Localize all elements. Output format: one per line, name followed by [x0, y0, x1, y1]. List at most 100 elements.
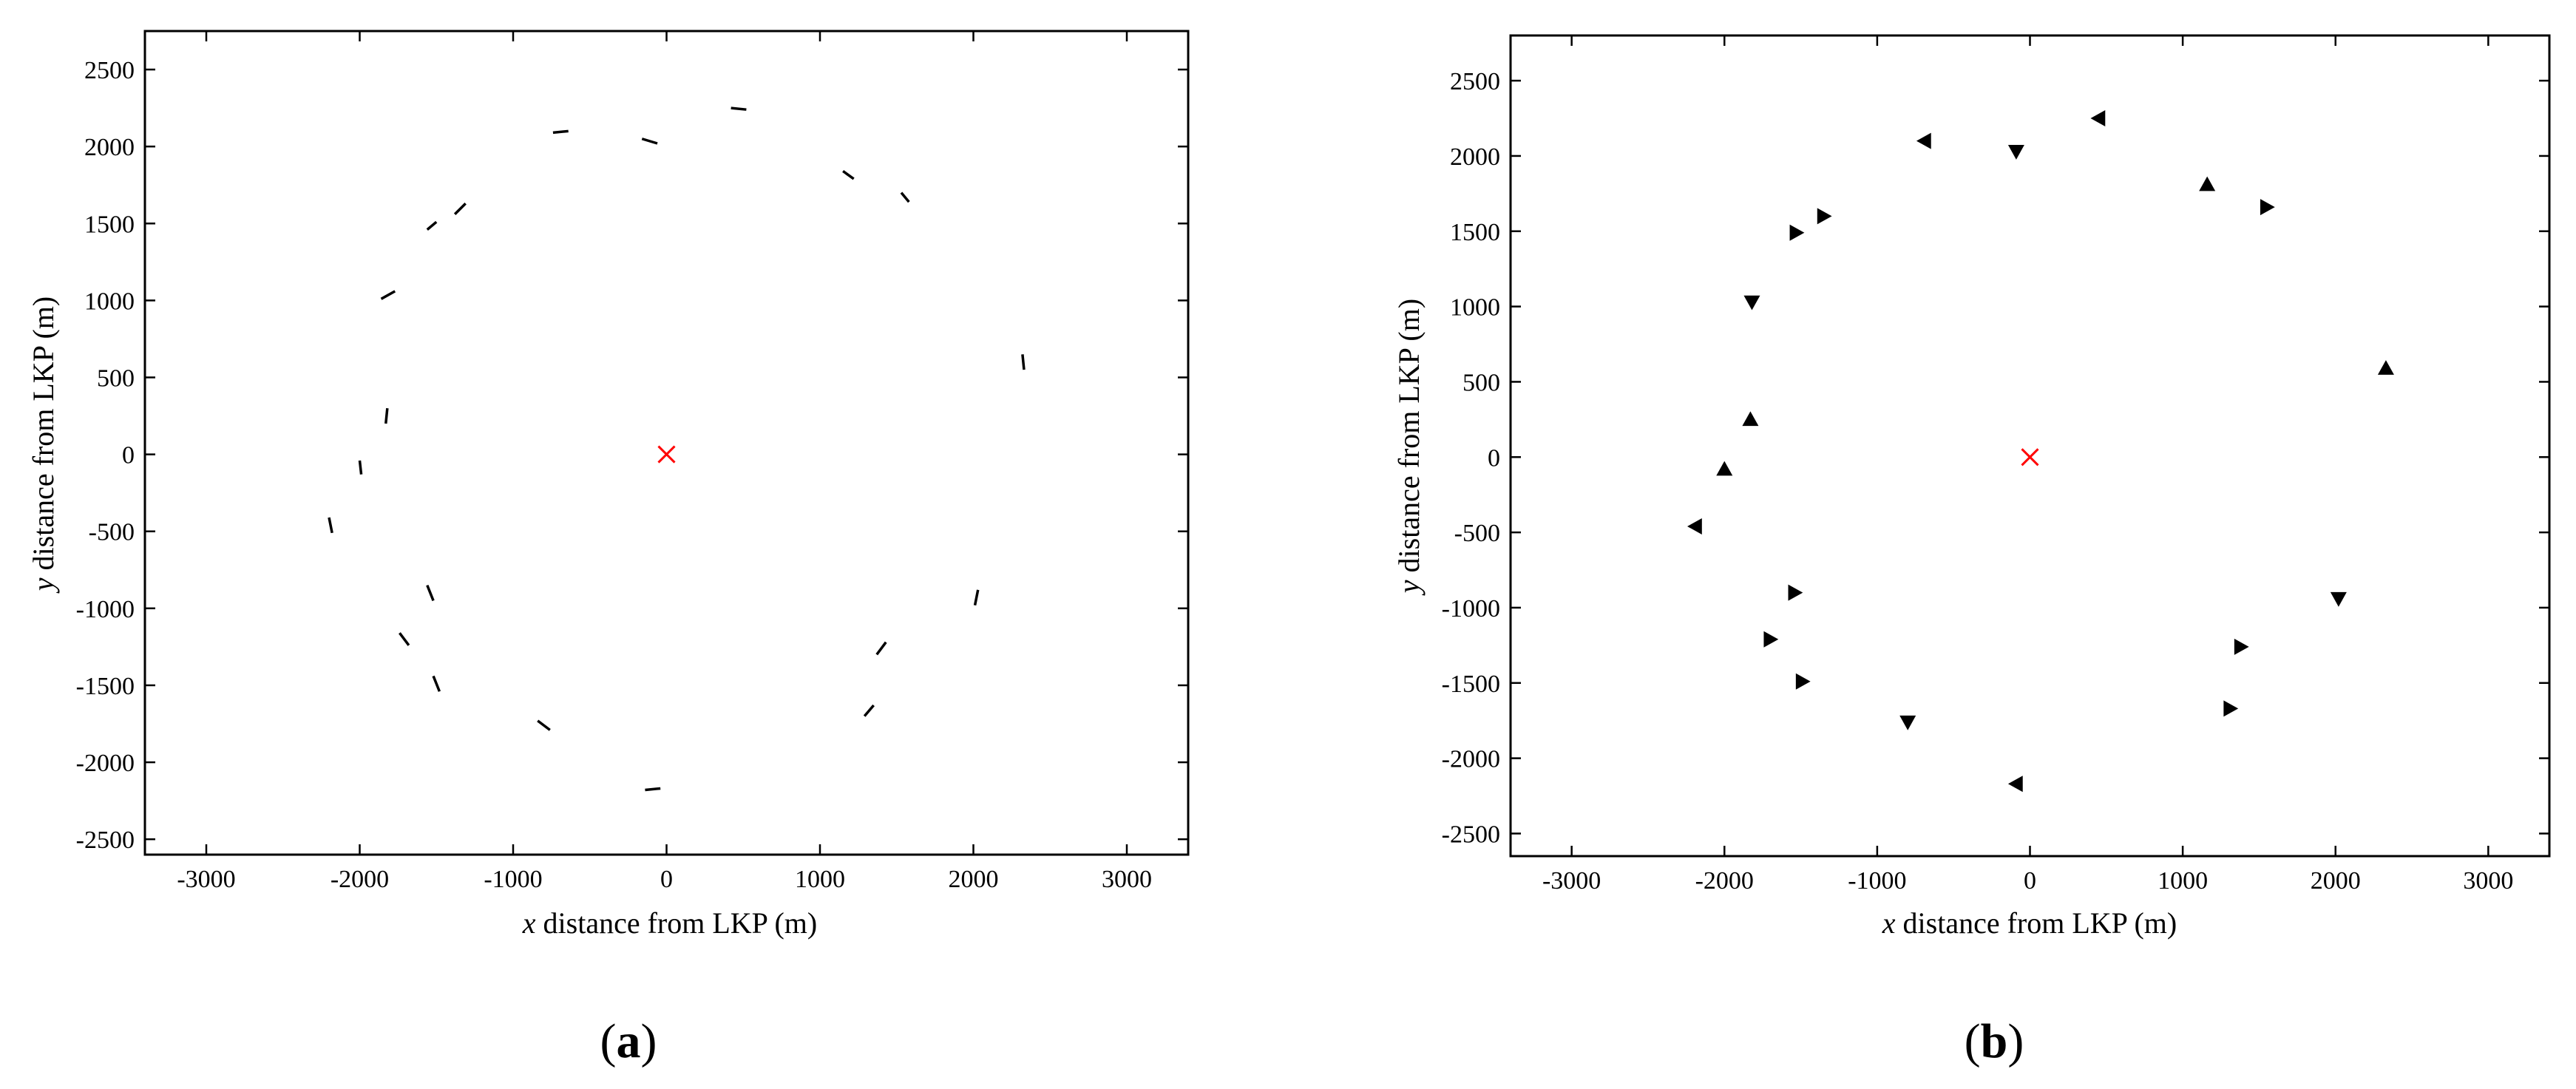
- triangle-marker: [1742, 411, 1759, 427]
- lkp-marker-stroke-2: [657, 445, 676, 464]
- y-axis-label-variable: y: [1392, 580, 1426, 596]
- triangle-marker: [1716, 461, 1733, 476]
- chart-panel-b: -3000 -2000 -1000 0 1000 2000 3000 -2500 -2000 -1…: [1392, 34, 2551, 1068]
- triangle-marker: [1916, 132, 1931, 149]
- y-tick-label: 1000: [84, 288, 135, 315]
- track-segment: [900, 191, 910, 203]
- x-axis-label: x distance from LKP (m): [1882, 906, 2177, 940]
- panel-label-open: (: [1965, 1014, 1981, 1068]
- triangle-marker: [2330, 591, 2347, 607]
- track-segment: [537, 719, 551, 731]
- triangle-marker: [2007, 776, 2023, 793]
- triangle-marker: [1763, 631, 1779, 648]
- y-tick-label: -500: [1454, 520, 1500, 547]
- triangle-marker: [2090, 110, 2106, 127]
- y-tick-label: 1000: [1450, 294, 1500, 322]
- panel-label-open: (: [600, 1014, 617, 1068]
- triangle-marker: [1795, 673, 1811, 690]
- x-tick-label: -2000: [1695, 867, 1754, 895]
- y-tick-label: -2500: [1442, 821, 1500, 848]
- track-segment: [384, 407, 389, 424]
- lkp-marker-stroke-2: [2021, 448, 2039, 467]
- triangle-marker: [1687, 518, 1702, 535]
- y-tick-label: -2500: [76, 827, 135, 854]
- track-segment: [875, 641, 887, 656]
- track-segment: [453, 202, 467, 216]
- x-tick-label: 2000: [949, 866, 999, 893]
- x-tick-label: -1000: [1848, 867, 1906, 895]
- y-tick-label: 2000: [1450, 143, 1500, 171]
- x-tick-label: -1000: [484, 866, 542, 893]
- y-tick-label: 2500: [1450, 68, 1500, 95]
- y-tick-label: -500: [89, 519, 135, 546]
- triangle-marker: [2260, 199, 2275, 216]
- panel-label: (a): [600, 1014, 657, 1068]
- y-axis-label-text: distance from LKP (m): [1392, 299, 1426, 580]
- x-tick-label: 3000: [1102, 866, 1152, 893]
- panel-label: (b): [1965, 1014, 2024, 1068]
- panel-label-letter: a: [617, 1014, 641, 1068]
- x-tick-label: 1000: [795, 866, 845, 893]
- triangle-marker: [1899, 715, 1916, 730]
- y-tick-label: 2500: [84, 57, 135, 84]
- triangle-marker: [1789, 224, 1805, 241]
- track-segment: [863, 704, 875, 717]
- panel-label-close: ): [641, 1014, 657, 1068]
- track-segment: [645, 787, 661, 792]
- x-tick-label: 3000: [2463, 867, 2513, 895]
- y-tick-label: -1000: [1442, 595, 1500, 622]
- y-tick-label: 1500: [84, 211, 135, 238]
- y-tick-label: -1500: [76, 673, 135, 700]
- y-tick-label: -2000: [1442, 746, 1500, 773]
- track-segment: [328, 517, 333, 534]
- plot-frame: [143, 30, 1190, 856]
- triangle-marker: [2199, 176, 2216, 191]
- x-tick-label: -3000: [177, 866, 235, 893]
- x-tick-label: 0: [2024, 867, 2036, 895]
- triangle-marker: [2377, 360, 2394, 375]
- panel-label-close: ): [2007, 1014, 2024, 1068]
- track-segment: [380, 290, 396, 300]
- plot-frame: [1509, 34, 2551, 858]
- y-tick-label: 1500: [1450, 219, 1500, 246]
- track-segment: [552, 129, 569, 135]
- x-axis-label-text: distance from LKP (m): [1896, 906, 2177, 940]
- panel-label-letter: b: [1981, 1014, 2008, 1068]
- track-segment: [842, 170, 855, 180]
- x-axis-label-text: distance from LKP (m): [536, 906, 818, 940]
- track-segment: [358, 460, 363, 475]
- triangle-marker: [1788, 584, 1803, 601]
- track-segment: [731, 106, 747, 111]
- y-tick-label: 0: [122, 442, 135, 469]
- triangle-marker: [2223, 700, 2239, 717]
- track-segment: [1021, 354, 1026, 370]
- triangle-marker: [2007, 145, 2024, 160]
- track-segment: [426, 584, 435, 602]
- triangle-marker: [2234, 638, 2249, 655]
- x-tick-label: -2000: [331, 866, 389, 893]
- y-tick-label: 2000: [84, 134, 135, 161]
- track-segment: [399, 632, 410, 646]
- x-tick-label: 0: [660, 866, 673, 893]
- x-tick-label: 1000: [2158, 867, 2208, 895]
- y-tick-label: -2000: [76, 750, 135, 777]
- track-segment: [426, 220, 438, 231]
- y-axis-label-text: distance from LKP (m): [27, 296, 60, 578]
- y-tick-label: 500: [97, 365, 135, 393]
- x-axis-label: x distance from LKP (m): [522, 906, 817, 940]
- track-segment: [432, 675, 441, 692]
- y-tick-label: 0: [1488, 444, 1500, 472]
- track-segment: [641, 138, 658, 145]
- y-axis-label: y distance from LKP (m): [1392, 299, 1426, 596]
- y-tick-label: 500: [1462, 369, 1500, 396]
- x-axis-label-variable: x: [522, 906, 536, 940]
- chart-panel-a: -3000 -2000 -1000 0 1000 2000 3000 -2500 -2000 -1…: [27, 30, 1190, 1068]
- y-axis-label: y distance from LKP (m): [27, 296, 60, 594]
- y-tick-label: -1500: [1442, 671, 1500, 698]
- triangle-marker: [1817, 208, 1832, 225]
- triangle-marker: [1743, 295, 1760, 311]
- x-tick-label: -3000: [1542, 867, 1601, 895]
- track-segment: [973, 589, 980, 606]
- x-tick-label: 2000: [2311, 867, 2361, 895]
